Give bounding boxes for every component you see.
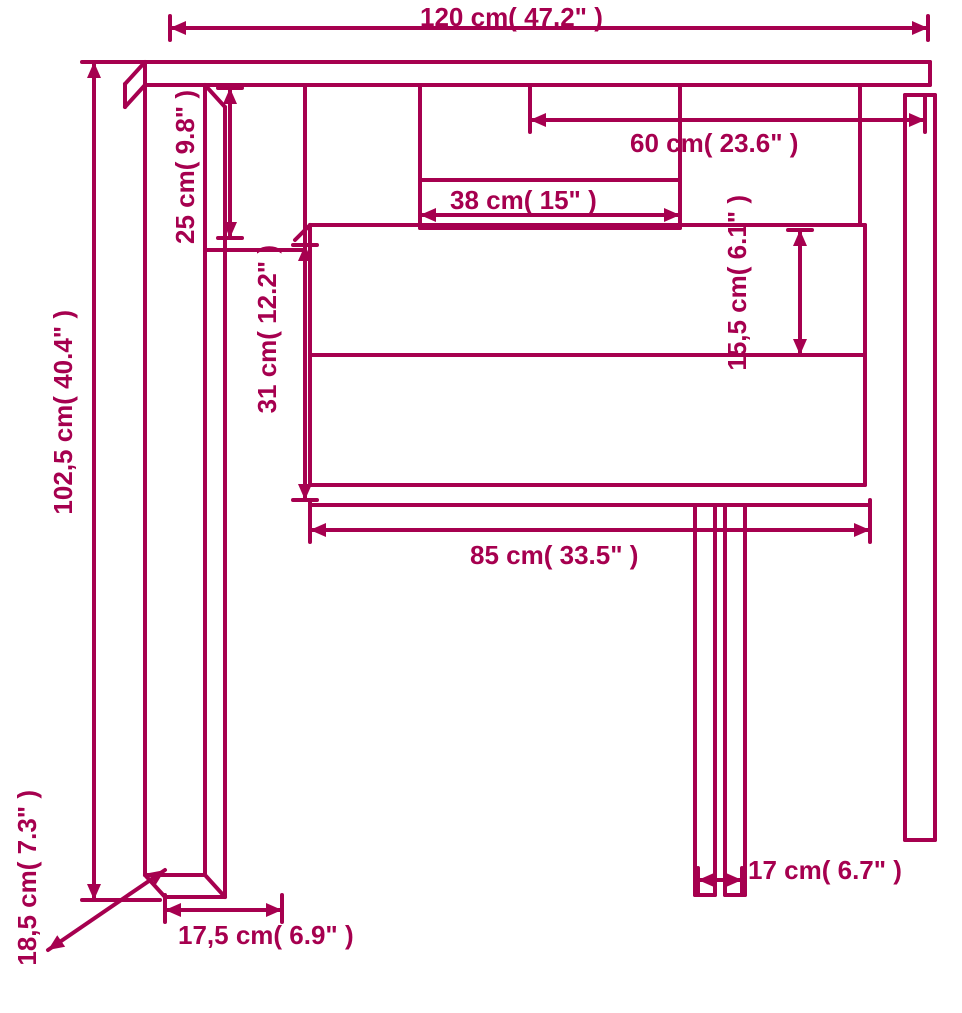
label-d-185: 18,5 cm( 7.3" ): [12, 790, 43, 966]
label-height-1025: 102,5 cm( 40.4" ): [48, 310, 79, 515]
label-w-175: 17,5 cm( 6.9" ): [178, 920, 354, 951]
label-w-85: 85 cm( 33.5" ): [470, 540, 638, 571]
label-h-25: 25 cm( 9.8" ): [170, 90, 201, 244]
label-w-60: 60 cm( 23.6" ): [630, 128, 798, 159]
label-w-17: 17 cm( 6.7" ): [748, 855, 902, 886]
label-width-120: 120 cm( 47.2" ): [420, 2, 603, 33]
label-h-31: 31 cm( 12.2" ): [252, 245, 283, 413]
label-w-38: 38 cm( 15" ): [450, 185, 597, 216]
label-h-155: 15,5 cm( 6.1" ): [722, 195, 753, 371]
